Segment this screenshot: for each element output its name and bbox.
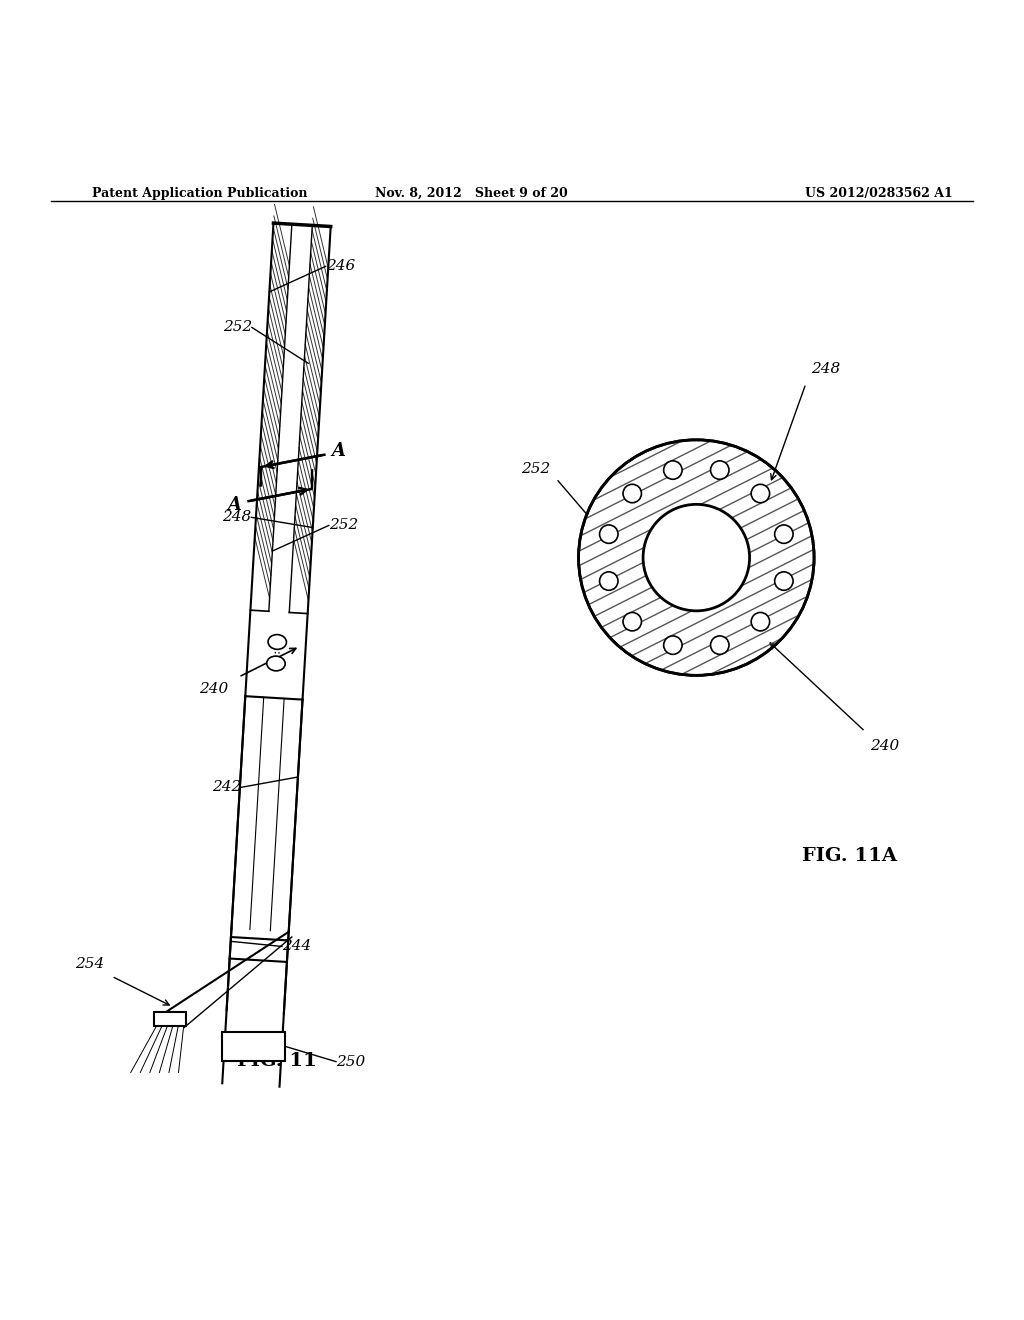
Ellipse shape	[268, 635, 287, 649]
Circle shape	[752, 484, 770, 503]
Circle shape	[774, 572, 793, 590]
Circle shape	[623, 612, 641, 631]
Bar	[154, 1012, 186, 1027]
Text: A: A	[332, 442, 345, 459]
Circle shape	[600, 525, 618, 544]
Circle shape	[643, 504, 750, 611]
Text: 244: 244	[282, 940, 311, 953]
Text: 252: 252	[329, 519, 358, 532]
Text: Nov. 8, 2012   Sheet 9 of 20: Nov. 8, 2012 Sheet 9 of 20	[375, 187, 567, 199]
Ellipse shape	[267, 656, 285, 671]
Text: 252: 252	[222, 321, 252, 334]
Text: A: A	[227, 496, 242, 515]
Text: 242: 242	[212, 780, 242, 795]
Text: FIG. 11: FIG. 11	[237, 1052, 316, 1069]
Text: 252: 252	[520, 462, 550, 475]
Text: 254: 254	[75, 957, 104, 972]
Circle shape	[711, 461, 729, 479]
Circle shape	[600, 572, 618, 590]
Text: 240: 240	[870, 739, 900, 752]
Circle shape	[664, 461, 682, 479]
Circle shape	[711, 636, 729, 655]
Circle shape	[623, 484, 641, 503]
Bar	[221, 1032, 285, 1060]
Text: 246: 246	[326, 259, 355, 273]
Text: 250: 250	[336, 1055, 366, 1069]
Text: 248: 248	[811, 363, 841, 376]
Circle shape	[752, 612, 770, 631]
Text: 240: 240	[199, 682, 228, 696]
Text: US 2012/0283562 A1: US 2012/0283562 A1	[805, 187, 952, 199]
Circle shape	[664, 636, 682, 655]
Circle shape	[579, 440, 814, 676]
Text: 248: 248	[222, 511, 251, 524]
Text: Patent Application Publication: Patent Application Publication	[92, 187, 307, 199]
Circle shape	[774, 525, 793, 544]
Text: FIG. 11A: FIG. 11A	[803, 847, 897, 865]
